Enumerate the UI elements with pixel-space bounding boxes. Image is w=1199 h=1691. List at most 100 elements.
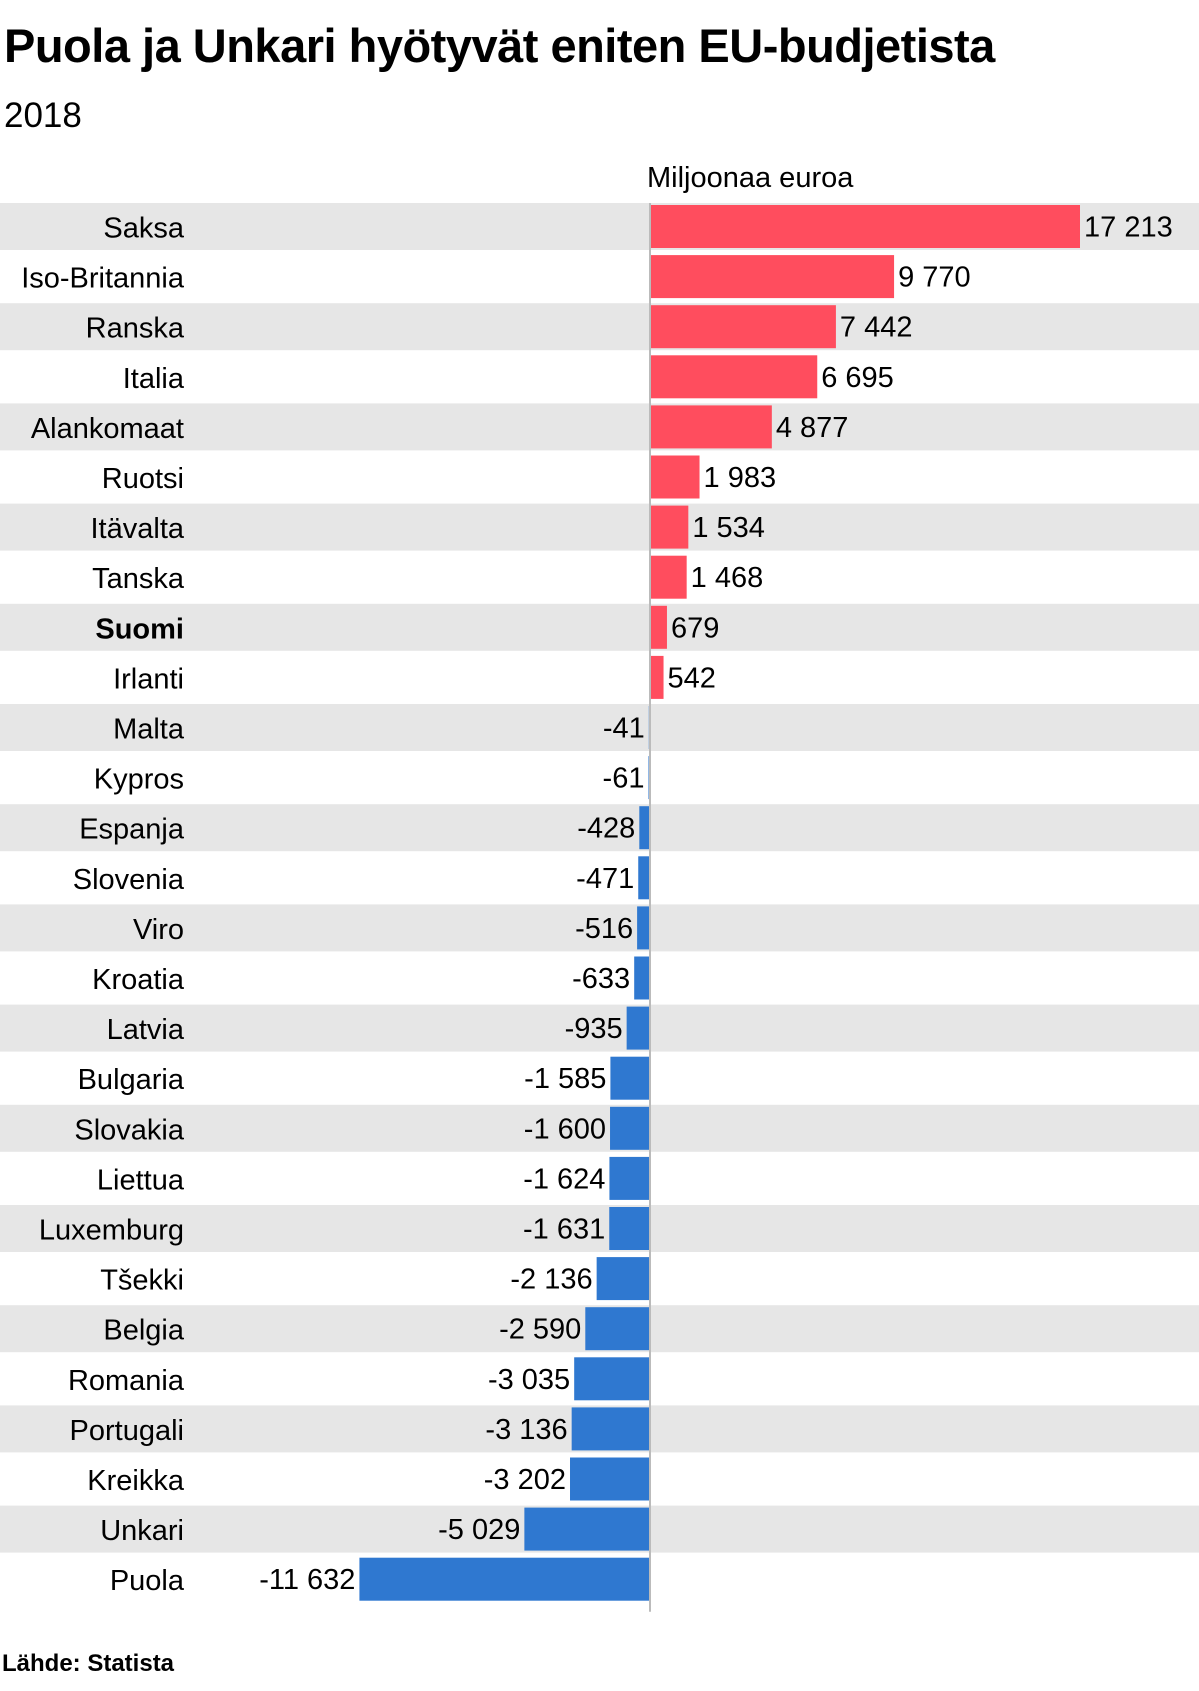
- value-label: -41: [603, 713, 645, 745]
- value-label: 9 770: [898, 262, 971, 294]
- category-label: Suomi: [95, 613, 184, 645]
- bar-luxemburg: [609, 1207, 650, 1250]
- bar-tšekki: [596, 1257, 650, 1301]
- bar-ranska: [650, 305, 836, 349]
- category-label: Puola: [110, 1565, 185, 1597]
- category-label: Belgia: [103, 1315, 184, 1347]
- category-label: Ruotsi: [102, 463, 184, 495]
- bar-romania: [574, 1357, 650, 1401]
- category-label: Tanska: [92, 563, 185, 595]
- bar-iso-britannia: [650, 255, 895, 299]
- bar-chart: Saksa Iso-Britannia Ranska Italia Alankomaat…: [0, 203, 1199, 1612]
- value-label: 1 983: [704, 462, 777, 494]
- value-label: 542: [668, 662, 716, 694]
- bar-irlanti: [650, 655, 664, 699]
- category-label: Alankomaat: [31, 413, 184, 445]
- bar-suomi: [650, 605, 667, 649]
- value-label: 7 442: [840, 312, 913, 344]
- value-label: -3 202: [484, 1464, 566, 1496]
- category-label: Romania: [68, 1365, 185, 1397]
- row-stripe: [0, 1104, 1199, 1152]
- bar-slovenia: [638, 856, 650, 900]
- value-labels: 17 213 9 770 7 442 6 695 4 877 1 983 1 534 1 46…: [259, 212, 1173, 1597]
- category-labels: Saksa Iso-Britannia Ranska Italia Alankomaat…: [21, 213, 185, 1598]
- chart-title: Puola ja Unkari hyötyvät eniten EU-budje…: [4, 19, 995, 72]
- category-label: Unkari: [100, 1515, 184, 1547]
- value-label: -3 035: [488, 1364, 570, 1396]
- source-note: Lähde: Statista: [2, 1650, 175, 1677]
- value-label: -1 624: [523, 1163, 605, 1195]
- bar-portugali: [571, 1407, 650, 1451]
- value-label: -2 136: [510, 1264, 592, 1296]
- value-label: -471: [576, 863, 634, 895]
- row-stripe: [0, 603, 1199, 651]
- value-label: -428: [577, 813, 635, 845]
- bar-latvia: [626, 1006, 650, 1050]
- bar-alankomaat: [650, 405, 772, 449]
- category-label: Luxemburg: [39, 1215, 184, 1247]
- value-label: -1 631: [523, 1214, 605, 1246]
- bar-puola: [359, 1557, 650, 1601]
- bar-liettua: [609, 1156, 650, 1200]
- value-label: -935: [565, 1013, 623, 1045]
- bar-kreikka: [570, 1457, 650, 1501]
- unit-label: Miljoonaa euroa: [647, 162, 854, 194]
- value-label: -633: [572, 963, 630, 995]
- category-label: Liettua: [97, 1164, 185, 1196]
- value-label: 6 695: [821, 362, 894, 394]
- category-label: Portugali: [70, 1415, 184, 1447]
- chart-subtitle: 2018: [4, 96, 82, 135]
- row-stripe: [0, 704, 1199, 751]
- value-label: -61: [603, 763, 645, 795]
- row-stripe: [0, 804, 1199, 852]
- row-stripe: [0, 303, 1199, 351]
- category-label: Italia: [123, 363, 185, 395]
- category-label: Espanja: [79, 814, 185, 846]
- value-label: 679: [671, 612, 719, 644]
- value-label: 17 213: [1084, 212, 1173, 244]
- category-label: Iso-Britannia: [21, 263, 185, 295]
- bar-viro: [637, 906, 650, 950]
- bar-kroatia: [634, 956, 650, 1000]
- bars: [359, 205, 1080, 1601]
- bar-italia: [650, 355, 818, 399]
- value-label: 4 877: [776, 412, 849, 444]
- category-label: Irlanti: [113, 663, 184, 695]
- bar-bulgaria: [610, 1056, 650, 1100]
- row-stripe: [0, 1004, 1199, 1052]
- value-label: -11 632: [259, 1564, 355, 1596]
- category-label: Itävalta: [91, 513, 185, 545]
- category-label: Bulgaria: [78, 1064, 185, 1096]
- category-label: Kreikka: [87, 1465, 185, 1497]
- bar-espanja: [639, 806, 650, 850]
- row-stripe: [0, 503, 1199, 551]
- category-label: Viro: [133, 914, 184, 946]
- row-stripe: [0, 1205, 1199, 1252]
- value-label: -3 136: [485, 1414, 567, 1446]
- category-label: Slovenia: [73, 864, 185, 896]
- bar-unkari: [524, 1507, 650, 1551]
- category-label: Saksa: [103, 213, 184, 245]
- bar-tanska: [650, 555, 687, 599]
- category-label: Kroatia: [92, 964, 185, 996]
- category-label: Ranska: [86, 313, 185, 345]
- category-label: Slovakia: [74, 1114, 184, 1146]
- bar-itävalta: [650, 505, 689, 549]
- category-label: Tšekki: [100, 1265, 184, 1297]
- category-label: Malta: [113, 714, 185, 746]
- row-stripe: [0, 403, 1199, 451]
- value-label: -516: [575, 913, 633, 945]
- value-label: -1 600: [524, 1113, 606, 1145]
- value-label: 1 468: [691, 562, 764, 594]
- row-stripe: [0, 904, 1199, 952]
- category-label: Latvia: [107, 1014, 185, 1046]
- bar-saksa: [650, 205, 1080, 248]
- bar-ruotsi: [650, 455, 700, 499]
- value-label: -1 585: [524, 1063, 606, 1095]
- bar-slovakia: [610, 1106, 650, 1150]
- bar-belgia: [585, 1307, 650, 1351]
- value-label: -2 590: [499, 1314, 581, 1346]
- value-label: -5 029: [438, 1514, 520, 1546]
- value-label: 1 534: [692, 512, 765, 544]
- category-label: Kypros: [94, 764, 184, 796]
